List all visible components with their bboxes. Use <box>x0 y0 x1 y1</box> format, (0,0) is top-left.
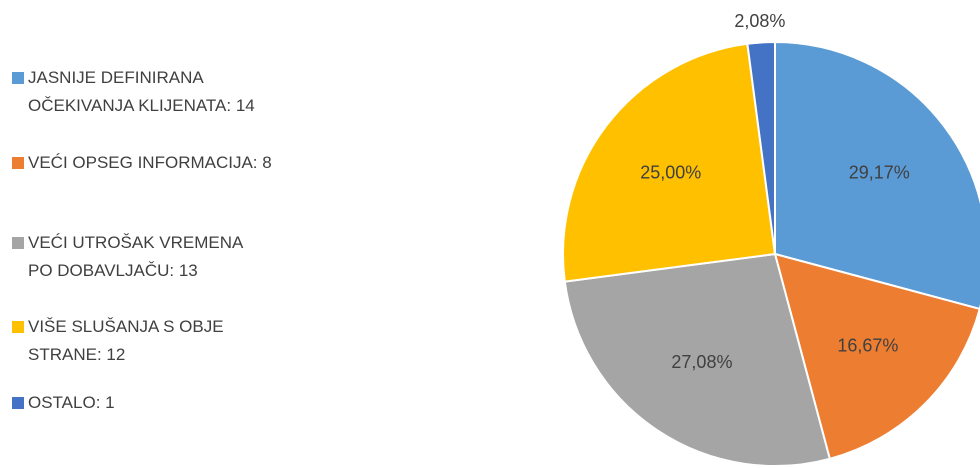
legend-item: VIŠE SLUŠANJA S OBJE STRANE: 12 <box>12 313 372 369</box>
legend-swatch <box>12 72 24 84</box>
legend-item: VEĆI UTROŠAK VREMENA PO DOBAVLJAČU: 13 <box>12 229 372 285</box>
legend-item: JASNIJE DEFINIRANA OČEKIVANJA KLIJENATA:… <box>12 64 372 120</box>
legend-swatch <box>12 321 24 333</box>
legend-item: OSTALO: 1 <box>12 389 372 417</box>
legend-swatch <box>12 237 24 249</box>
legend-item: VEĆI OPSEG INFORMACIJA: 8 <box>12 149 372 177</box>
data-label: 27,08% <box>671 352 732 372</box>
pie-slice <box>774 40 980 311</box>
legend-swatch <box>12 397 24 409</box>
data-label: 2,08% <box>734 11 785 31</box>
data-label: 16,67% <box>837 336 898 356</box>
data-label: 29,17% <box>849 163 910 183</box>
pie-slice <box>746 40 776 255</box>
pie-slice <box>563 252 832 467</box>
legend-label: JASNIJE DEFINIRANA OČEKIVANJA KLIJENATA:… <box>28 68 255 115</box>
legend-label: VEĆI UTROŠAK VREMENA PO DOBAVLJAČU: 13 <box>28 233 243 280</box>
pie-slice <box>773 252 980 461</box>
legend-swatch <box>12 157 24 169</box>
pie-slice <box>562 42 777 283</box>
legend-label: VIŠE SLUŠANJA S OBJE STRANE: 12 <box>28 317 224 364</box>
data-label: 25,00% <box>640 163 701 183</box>
legend-label: OSTALO: 1 <box>28 393 115 412</box>
legend-label: VEĆI OPSEG INFORMACIJA: 8 <box>28 153 272 172</box>
